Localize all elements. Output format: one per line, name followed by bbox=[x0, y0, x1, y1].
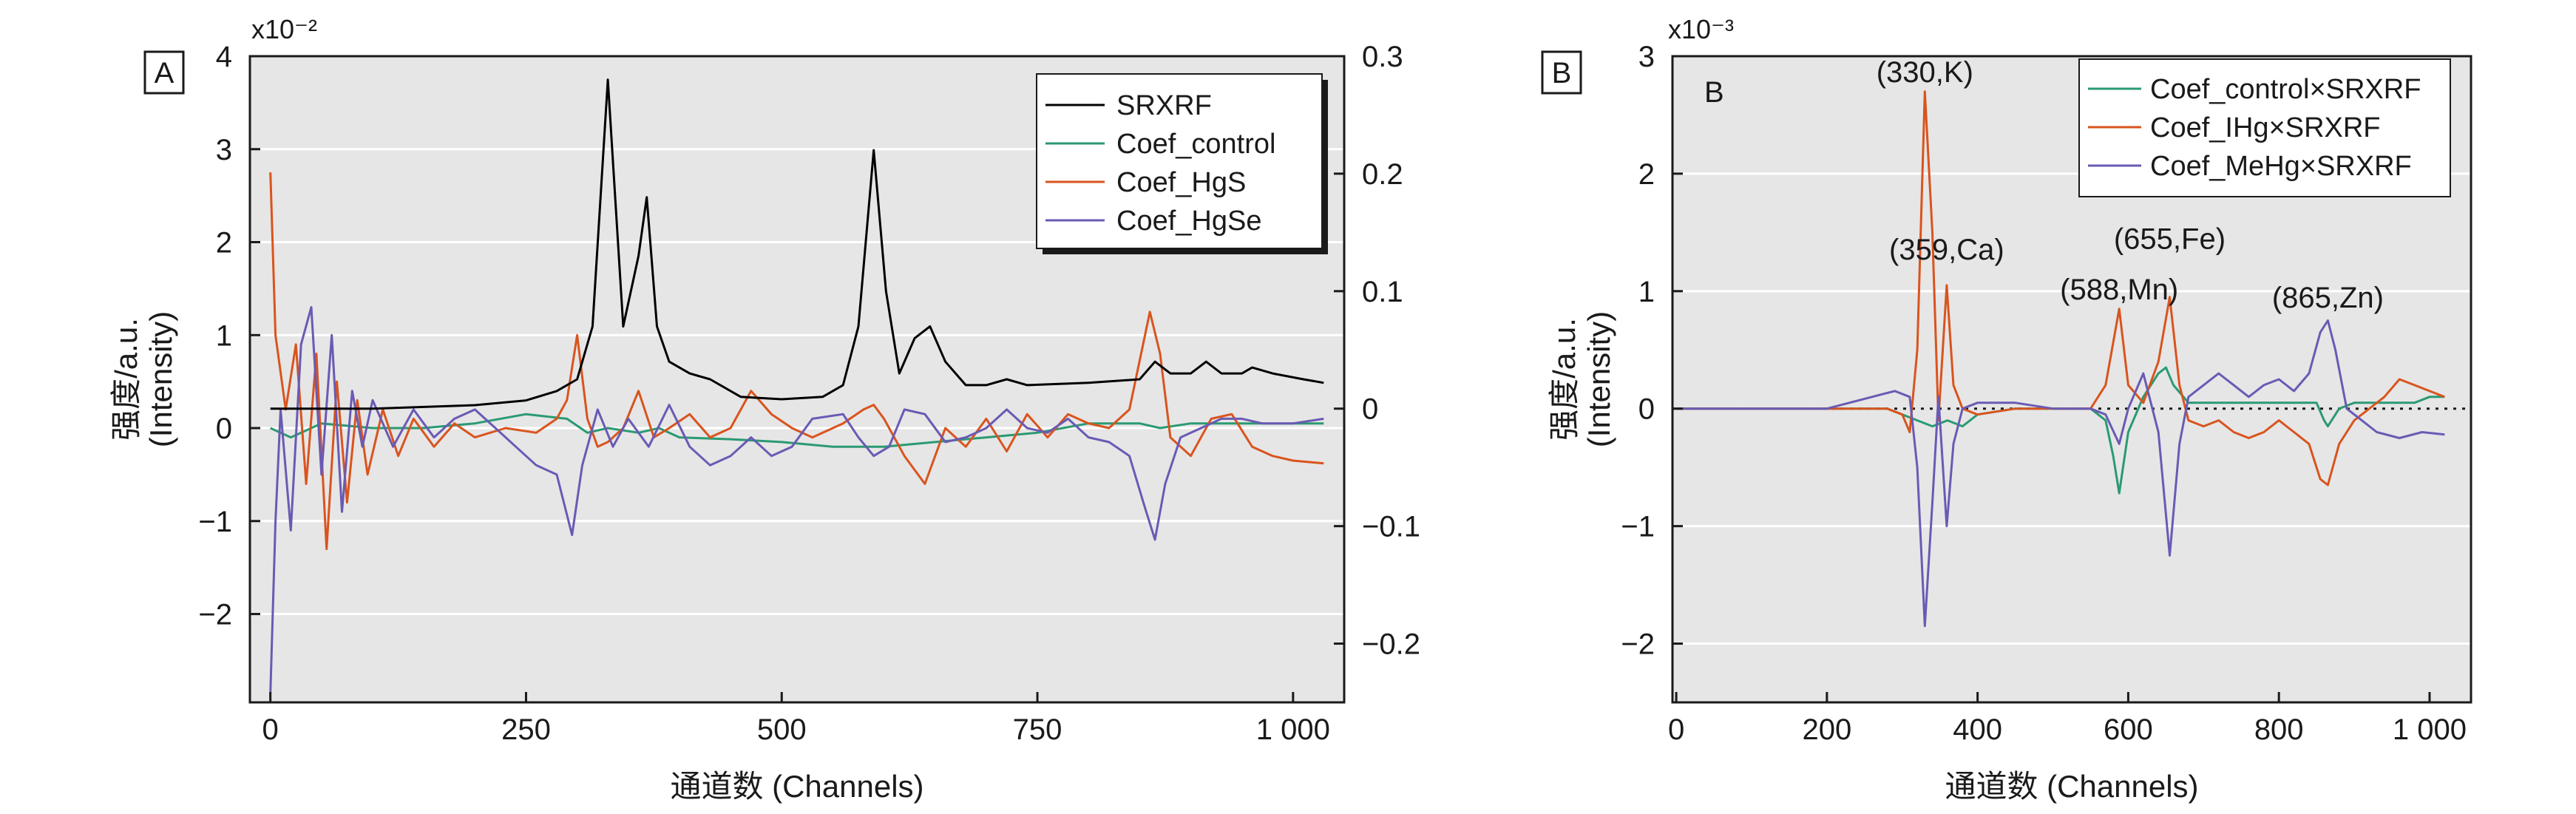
panel-b-peak-annotation: (655,Fe) bbox=[2114, 223, 2226, 256]
panel-a-y-tick-label: 4 bbox=[216, 41, 232, 73]
panel-b-y-tick-label: −2 bbox=[1621, 628, 1655, 661]
panel-b-series-coef-ihg-srxrf bbox=[1676, 90, 2445, 486]
panel-a-legend-label: SRXRF bbox=[1116, 90, 1212, 121]
panel-a-y-tick-label: 2 bbox=[216, 227, 232, 260]
panel-a-y-right-tick-label: −0.1 bbox=[1362, 511, 1420, 543]
panel-a-series-coef-control bbox=[270, 413, 1324, 448]
panel-b-peak-annotation: (865,Zn) bbox=[2272, 282, 2384, 314]
panel-a-y-tick-label: −1 bbox=[198, 506, 232, 538]
panel-a-label: A bbox=[155, 57, 174, 89]
panel-b-y-tick-label: 0 bbox=[1638, 393, 1655, 426]
panel-b-legend-label: Coef_MeHg×SRXRF bbox=[2150, 151, 2412, 182]
panel-a-y-tick-label: 1 bbox=[216, 319, 232, 352]
panel-b-peak-annotation: (359,Ca) bbox=[1889, 234, 2004, 266]
panel-a-y-right-tick-label: 0.3 bbox=[1362, 41, 1403, 73]
panel-a-legend: SRXRF Coef_control Coef_HgS Coef_HgSe bbox=[1036, 73, 1328, 254]
panel-a-y-right-tick-label: 0.2 bbox=[1362, 158, 1403, 191]
panel-b-x-tick-label: 1 000 bbox=[2393, 713, 2467, 746]
panel-a-legend-label: Coef_HgSe bbox=[1116, 206, 1261, 237]
panel-b-y-title-line2: (Intensity) bbox=[1582, 311, 1616, 447]
panel-b-x-tick-label: 200 bbox=[1802, 713, 1851, 746]
panel-b-x-ticks: 0 200 400 600 800 1 000 bbox=[1668, 692, 2467, 746]
panel-b-series-coef-mehg-srxrf bbox=[1676, 319, 2445, 628]
panel-b-y-title-line1: 强度/a.u. bbox=[1547, 318, 1582, 441]
panel-b-y-tick-label: 2 bbox=[1638, 158, 1655, 191]
panel-a-series-coef-hgs bbox=[269, 172, 1324, 550]
panel-a-x-title: 通道数 (Channels) bbox=[670, 769, 923, 804]
panel-a-x-tick-label: 0 bbox=[262, 713, 279, 746]
panel-a: 0 250 500 750 1 000 −2 −1 0 1 2 3 4 −0.2 −0.1 0 0.1 0.… bbox=[109, 14, 1420, 804]
panel-b-x-title: 通道数 (Channels) bbox=[1945, 769, 2198, 804]
panel-a-series-coef-hgse bbox=[269, 306, 1324, 693]
panel-b: 0 200 400 600 800 1 000 −2 −1 0 1 2 3 x10⁻³ B B 通道… bbox=[1541, 14, 2472, 804]
panel-a-y-right-tick-label: 0.1 bbox=[1362, 276, 1403, 308]
panel-a-y-ticks-left: −2 −1 0 1 2 3 4 bbox=[198, 41, 260, 631]
panel-b-annotations: (330,K) (359,Ca) (588,Mn) (655,Fe) (865,Zn) bbox=[1877, 56, 2384, 314]
panel-b-y-ticks: −2 −1 0 1 2 3 bbox=[1621, 41, 1683, 661]
panel-b-x-tick-label: 400 bbox=[1953, 713, 2002, 746]
panel-b-x-tick-label: 800 bbox=[2254, 713, 2304, 746]
panel-b-peak-annotation: (588,Mn) bbox=[2060, 274, 2178, 306]
panel-a-y-tick-label: 3 bbox=[216, 134, 232, 166]
panel-b-frame bbox=[1671, 55, 2472, 704]
panel-a-exponent: x10⁻² bbox=[251, 14, 317, 44]
panel-a-y-title-line1: 强度/a.u. bbox=[109, 318, 143, 441]
panel-b-series bbox=[1676, 90, 2445, 628]
panel-b-inner-label: B bbox=[1704, 76, 1724, 109]
panel-a-x-tick-label: 500 bbox=[757, 713, 807, 746]
panel-a-frame bbox=[248, 55, 1346, 704]
panel-a-legend-label: Coef_HgS bbox=[1116, 167, 1246, 198]
panel-a-x-tick-label: 750 bbox=[1013, 713, 1062, 746]
panel-a-legend-label: Coef_control bbox=[1116, 129, 1275, 160]
panel-a-x-tick-label: 1 000 bbox=[1256, 713, 1330, 746]
panel-b-y-tick-label: 1 bbox=[1638, 276, 1655, 308]
panel-b-peak-annotation: (330,K) bbox=[1877, 56, 1973, 89]
panel-b-x-tick-label: 0 bbox=[1668, 713, 1684, 746]
panel-a-x-ticks: 0 250 500 750 1 000 bbox=[262, 692, 1330, 746]
panel-a-y-title-line2: (Intensity) bbox=[143, 311, 178, 447]
panel-a-label-box: A bbox=[143, 50, 185, 95]
panel-b-exponent: x10⁻³ bbox=[1668, 14, 1734, 44]
panel-a-y-right-tick-label: −0.2 bbox=[1362, 628, 1420, 661]
panel-b-y-tick-label: −1 bbox=[1621, 511, 1655, 543]
panel-a-series bbox=[269, 78, 1324, 693]
panel-b-legend-label: Coef_IHg×SRXRF bbox=[2150, 112, 2381, 143]
panel-b-legend-label: Coef_control×SRXRF bbox=[2150, 74, 2421, 105]
panel-b-legend: Coef_control×SRXRF Coef_IHg×SRXRF Coef_MeH… bbox=[2078, 58, 2451, 197]
panel-a-y-ticks-right: −0.2 −0.1 0 0.1 0.2 0.3 bbox=[1334, 41, 1420, 661]
panel-b-x-tick-label: 600 bbox=[2104, 713, 2153, 746]
panel-a-y-tick-label: 0 bbox=[216, 413, 232, 445]
panel-a-series-srxrf bbox=[270, 78, 1324, 410]
panel-b-y-tick-label: 3 bbox=[1638, 41, 1655, 73]
panel-a-y-tick-label: −2 bbox=[198, 599, 232, 631]
panel-a-x-tick-label: 250 bbox=[501, 713, 551, 746]
panel-b-label-box: B bbox=[1541, 50, 1582, 95]
panel-b-label: B bbox=[1552, 57, 1572, 89]
panel-a-y-right-tick-label: 0 bbox=[1362, 393, 1378, 426]
